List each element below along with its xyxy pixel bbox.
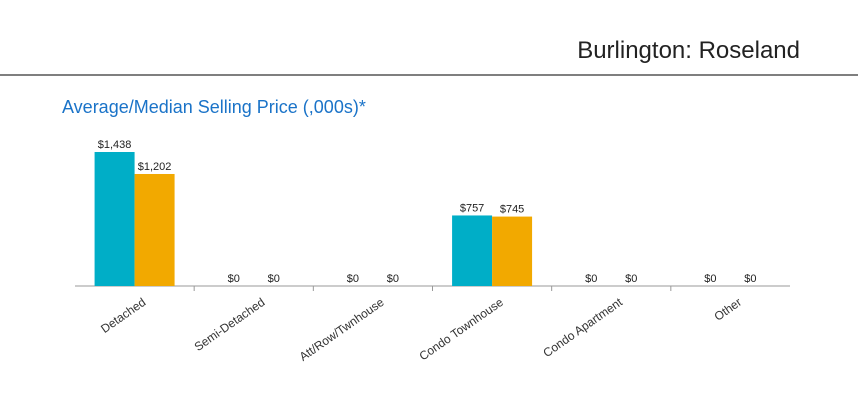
value-label: $0: [387, 273, 399, 285]
bar: [134, 173, 175, 286]
chart-title: Average/Median Selling Price (,000s)*: [62, 97, 366, 117]
x-tick-label: Detached: [98, 295, 148, 336]
value-label: $1,202: [138, 161, 172, 173]
value-label: $0: [744, 273, 756, 285]
value-label: $757: [460, 202, 484, 214]
value-label: $0: [347, 273, 359, 285]
x-tick-label: Condo Townhouse: [417, 295, 507, 364]
value-label: $0: [268, 273, 280, 285]
value-label: $0: [625, 273, 637, 285]
x-tick-label: Condo Apartment: [540, 295, 625, 360]
value-label: $0: [704, 273, 716, 285]
x-tick-label: Att/Row/Twnhouse: [297, 295, 387, 364]
bar: [452, 215, 493, 286]
bar: [492, 216, 533, 286]
x-tick-label: Other: [712, 295, 745, 324]
bar: [94, 152, 135, 286]
value-label: $0: [585, 273, 597, 285]
value-label: $1,438: [98, 139, 132, 151]
value-label: $0: [228, 273, 240, 285]
page-title: Burlington: Roseland: [577, 37, 800, 64]
value-label: $745: [500, 204, 524, 216]
x-tick-label: Semi-Detached: [192, 295, 268, 354]
